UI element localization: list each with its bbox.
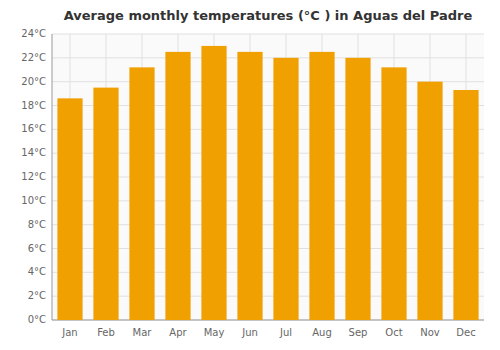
x-tick-label: Feb [97, 327, 115, 338]
bar [237, 52, 262, 320]
x-tick-label: Mar [133, 327, 153, 338]
chart-container: 0°C 2°C 4°C 6°C 8°C 10°C 12°C 14°C 16°C 18°C 20°C 2… [0, 0, 500, 350]
y-tick-label: 0°C [28, 314, 46, 325]
bar [273, 58, 298, 320]
y-tick-label: 24°C [21, 28, 46, 39]
x-tick-label: Aug [312, 327, 332, 338]
bar [345, 58, 370, 320]
x-tick-label: Jul [279, 327, 292, 338]
x-tick-label: Nov [420, 327, 440, 338]
y-grid-line [52, 34, 484, 35]
y-tick-label: 6°C [28, 243, 46, 254]
y-tick-label: 4°C [28, 266, 46, 277]
y-tick-label: 2°C [28, 290, 46, 301]
x-tick-label: Jan [61, 327, 77, 338]
chart-title: Average monthly temperatures (°C ) in Ag… [64, 8, 473, 23]
bar [417, 82, 442, 320]
bars [57, 46, 478, 320]
grid [52, 34, 484, 320]
x-tick-label: Oct [385, 327, 402, 338]
bar [453, 90, 478, 320]
y-tick-label: 10°C [21, 195, 46, 206]
y-grid-line [52, 57, 484, 58]
axes: 0°C 2°C 4°C 6°C 8°C 10°C 12°C 14°C 16°C 18°C 20°C 2… [21, 28, 484, 338]
chart-svg: 0°C 2°C 4°C 6°C 8°C 10°C 12°C 14°C 16°C 18°C 20°C 2… [0, 0, 500, 350]
bar [309, 52, 334, 320]
bar [93, 88, 118, 320]
y-tick-label: 12°C [21, 171, 46, 182]
bar [201, 46, 226, 320]
x-tick-label: Apr [169, 327, 187, 338]
y-tick-label: 16°C [21, 123, 46, 134]
y-tick-label: 14°C [21, 147, 46, 158]
x-tick-label: Sep [349, 327, 368, 338]
x-tick-label: Jun [241, 327, 258, 338]
bar [57, 98, 82, 320]
x-tick-label: May [204, 327, 225, 338]
y-axis-line [52, 34, 53, 320]
y-tick-label: 18°C [21, 100, 46, 111]
plot-background [52, 34, 484, 320]
y-tick-label: 22°C [21, 52, 46, 63]
bar [165, 52, 190, 320]
bar [381, 67, 406, 320]
y-tick-label: 8°C [28, 219, 46, 230]
y-tick-label: 20°C [21, 76, 46, 87]
x-tick-label: Dec [456, 327, 475, 338]
bar [129, 67, 154, 320]
